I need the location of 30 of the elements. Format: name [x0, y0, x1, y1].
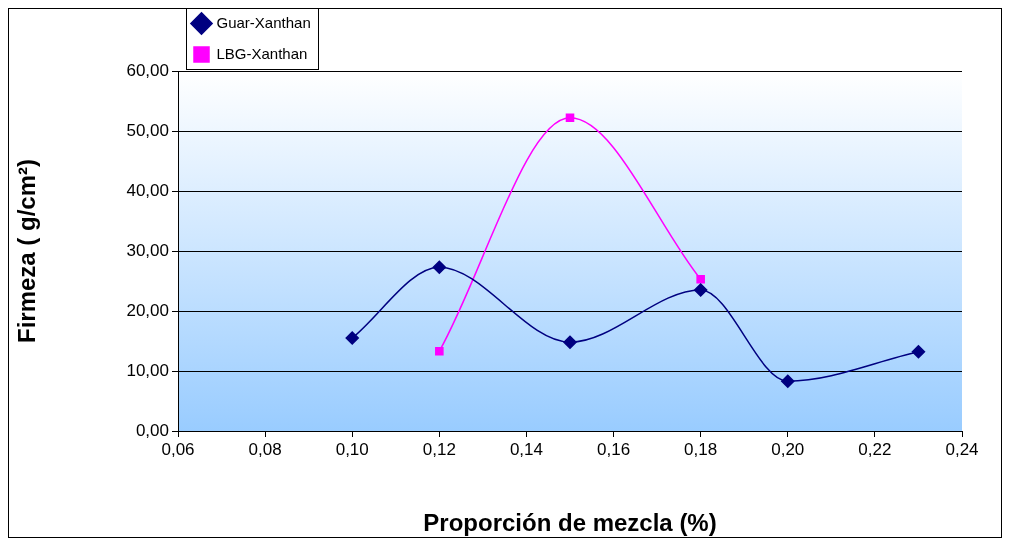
- x-tick-label: 0,18: [684, 439, 718, 459]
- point: [435, 346, 444, 356]
- x-tick-label: 0,12: [422, 439, 456, 459]
- y-tick-label: 30,00: [126, 240, 169, 260]
- x-tick-label: 0,20: [771, 439, 805, 459]
- y-tick-label: 10,00: [126, 360, 169, 380]
- point: [563, 335, 577, 349]
- x-tick-label: 0,14: [509, 439, 543, 459]
- point: [432, 260, 447, 274]
- legend-label: Guar-Xanthan: [216, 13, 311, 31]
- y-tick-label: 50,00: [126, 120, 169, 140]
- y-axis-title: Firmeza ( g/cm²): [13, 158, 41, 344]
- point: [565, 113, 575, 123]
- x-tick-label: 0,06: [161, 439, 195, 459]
- x-tick-label: 0,10: [335, 439, 369, 459]
- point: [911, 345, 926, 359]
- point: [345, 331, 359, 345]
- y-tick-label: 0,00: [135, 420, 169, 440]
- y-tick-label: 20,00: [126, 300, 169, 320]
- x-tick-label: 0,08: [248, 439, 282, 459]
- legend-label: LBG-Xanthan: [216, 44, 308, 62]
- point: [693, 283, 708, 297]
- y-tick-label: 60,00: [126, 60, 169, 80]
- x-tick-label: 0,24: [945, 439, 979, 459]
- y-tick-label: 40,00: [126, 180, 169, 200]
- x-tick-label: 0,16: [597, 439, 631, 459]
- point: [696, 274, 705, 284]
- x-tick-label: 0,22: [858, 439, 892, 459]
- point: [781, 374, 795, 388]
- x-axis-title: Proporción de mezcla (%): [423, 509, 717, 537]
